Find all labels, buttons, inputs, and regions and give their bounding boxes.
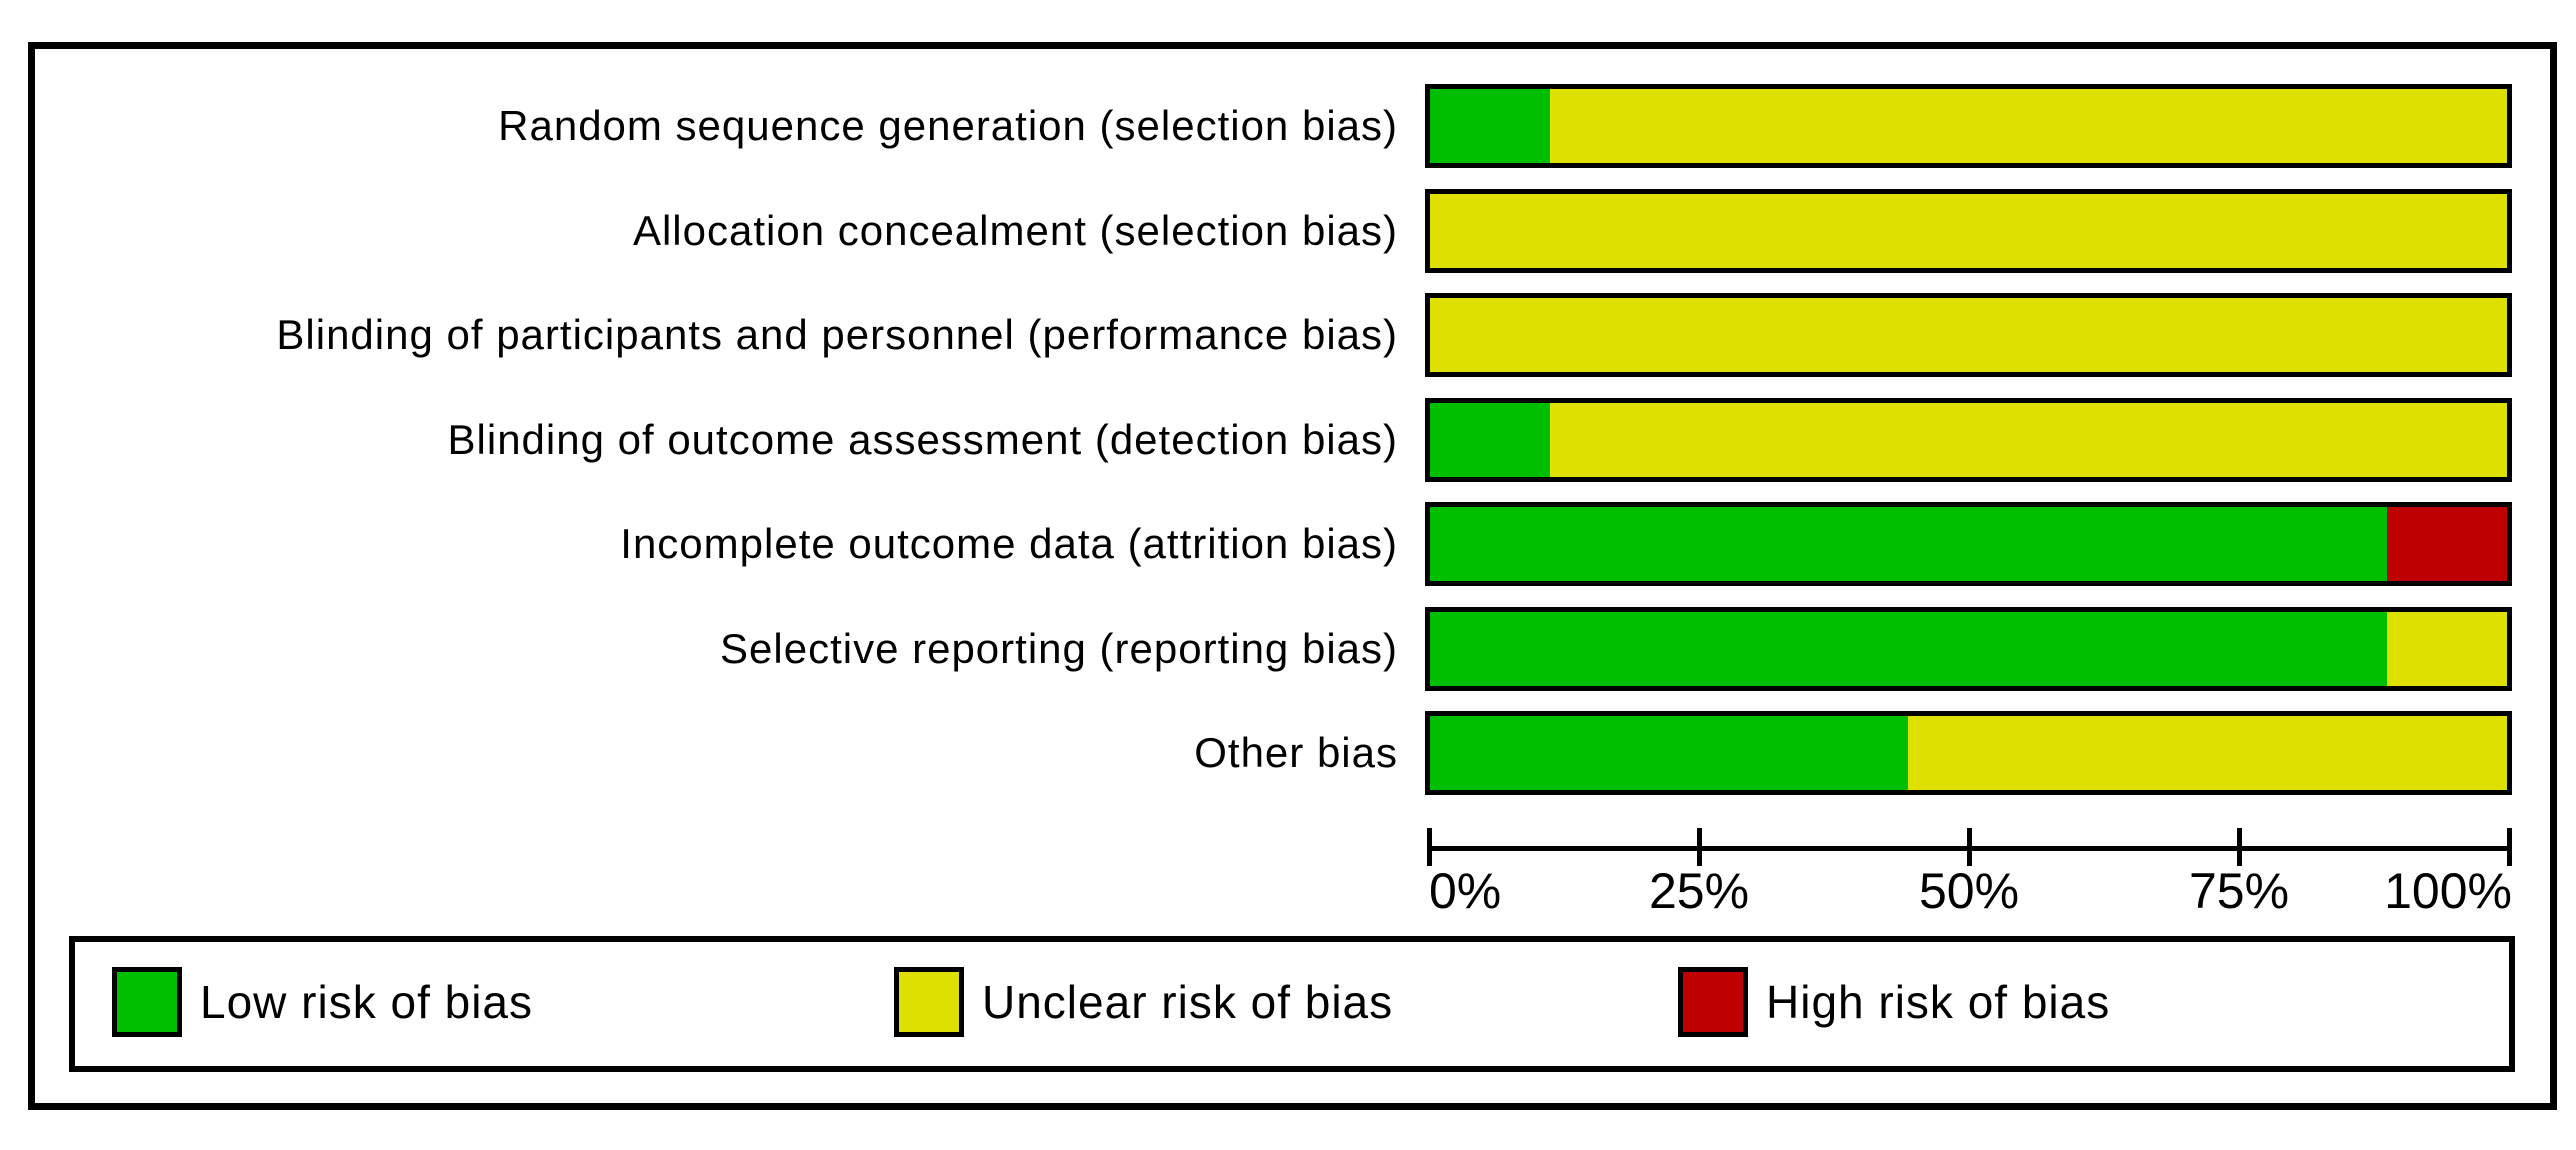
x-axis-tick-label: 75% xyxy=(2188,863,2290,919)
stacked-bar xyxy=(1425,711,2512,795)
stacked-bar xyxy=(1425,188,2512,273)
bar-label: Selective reporting (reporting bias) xyxy=(720,624,1398,672)
x-axis-tick xyxy=(1697,828,1702,866)
bar-label: Incomplete outcome data (attrition bias) xyxy=(620,520,1398,567)
x-axis-tick-label: 50% xyxy=(1918,863,2020,919)
legend-swatch-1 xyxy=(894,967,964,1037)
figure-border xyxy=(28,42,2557,1110)
legend-label-2: High risk of bias xyxy=(1766,976,2111,1028)
bar-label: Other bias xyxy=(1194,729,1398,776)
stacked-bar xyxy=(1425,84,2512,168)
x-axis-tick-label: 0% xyxy=(1429,863,1502,919)
unclear-risk-segment xyxy=(1430,193,2507,268)
unclear-risk-segment xyxy=(1908,716,2507,790)
low-risk-segment xyxy=(1430,89,1550,163)
unclear-risk-segment xyxy=(1430,298,2507,372)
unclear-risk-segment xyxy=(1549,402,2507,477)
high-risk-segment xyxy=(2387,507,2507,581)
bar-label: Blinding of participants and personnel (… xyxy=(276,311,1398,358)
stacked-bar xyxy=(1425,606,2512,691)
low-risk-segment xyxy=(1430,402,1550,477)
legend-label-1: Unclear risk of bias xyxy=(982,976,1394,1028)
legend-swatch-0 xyxy=(112,967,182,1037)
legend-label-0: Low risk of bias xyxy=(200,976,534,1028)
x-axis-tick-label: 100% xyxy=(2384,863,2512,919)
low-risk-segment xyxy=(1430,507,2388,581)
legend-border xyxy=(69,936,2515,1072)
x-axis-tick-label: 25% xyxy=(1648,863,1750,919)
unclear-risk-segment xyxy=(1549,89,2507,163)
x-axis-tick xyxy=(1967,828,1972,866)
stacked-bar xyxy=(1425,502,2512,586)
unclear-risk-segment xyxy=(2387,611,2507,686)
low-risk-segment xyxy=(1430,716,1909,790)
bar-label: Random sequence generation (selection bi… xyxy=(498,102,1398,149)
x-axis-tick xyxy=(2507,828,2512,866)
stacked-bar xyxy=(1425,397,2512,482)
x-axis-tick xyxy=(2237,828,2242,866)
stacked-bar xyxy=(1425,293,2512,377)
bar-label: Blinding of outcome assessment (detectio… xyxy=(447,415,1398,463)
low-risk-segment xyxy=(1430,611,2388,686)
legend-swatch-2 xyxy=(1678,967,1748,1037)
x-axis-tick xyxy=(1427,828,1432,866)
bar-label: Allocation concealment (selection bias) xyxy=(632,206,1398,254)
